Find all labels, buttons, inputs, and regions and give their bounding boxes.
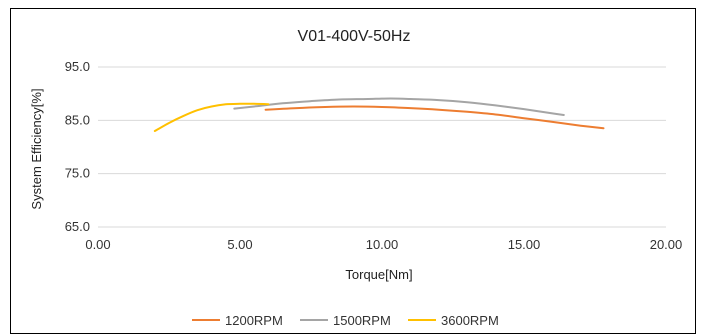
y-axis-label: System Efficiency[%] (29, 88, 44, 209)
y-tick-label: 95.0 (65, 59, 90, 74)
y-tick-label: 65.0 (65, 219, 90, 234)
x-tick-label: 20.00 (650, 237, 683, 252)
x-axis-label: Torque[Nm] (345, 267, 412, 282)
legend-label-3600rpm: 3600RPM (441, 313, 499, 328)
legend: 1200RPM 1500RPM 3600RPM (192, 313, 499, 328)
legend-label-1200rpm: 1200RPM (225, 313, 283, 328)
x-tick-label: 0.00 (85, 237, 110, 252)
x-tick-label: 10.00 (366, 237, 399, 252)
x-tick-label: 5.00 (227, 237, 252, 252)
x-tick-label: 15.00 (508, 237, 541, 252)
chart-frame: V01-400V-50Hz 65.0 75.0 85.0 95.0 0.00 5.00 1… (10, 8, 696, 334)
y-tick-label: 85.0 (65, 112, 90, 127)
series-line-1200rpm (264, 105, 605, 130)
series-layer (153, 97, 605, 132)
grid-layer (98, 66, 666, 228)
series-line-1500rpm (233, 97, 565, 116)
y-tick-labels: 65.0 75.0 85.0 95.0 (65, 59, 90, 234)
y-tick-label: 75.0 (65, 166, 90, 181)
chart-svg: V01-400V-50Hz 65.0 75.0 85.0 95.0 0.00 5.00 1… (29, 28, 682, 328)
x-tick-labels: 0.00 5.00 10.00 15.00 20.00 (85, 237, 682, 252)
legend-label-1500rpm: 1500RPM (333, 313, 391, 328)
chart-title: V01-400V-50Hz (298, 28, 411, 45)
series-line-3600rpm (153, 102, 270, 132)
